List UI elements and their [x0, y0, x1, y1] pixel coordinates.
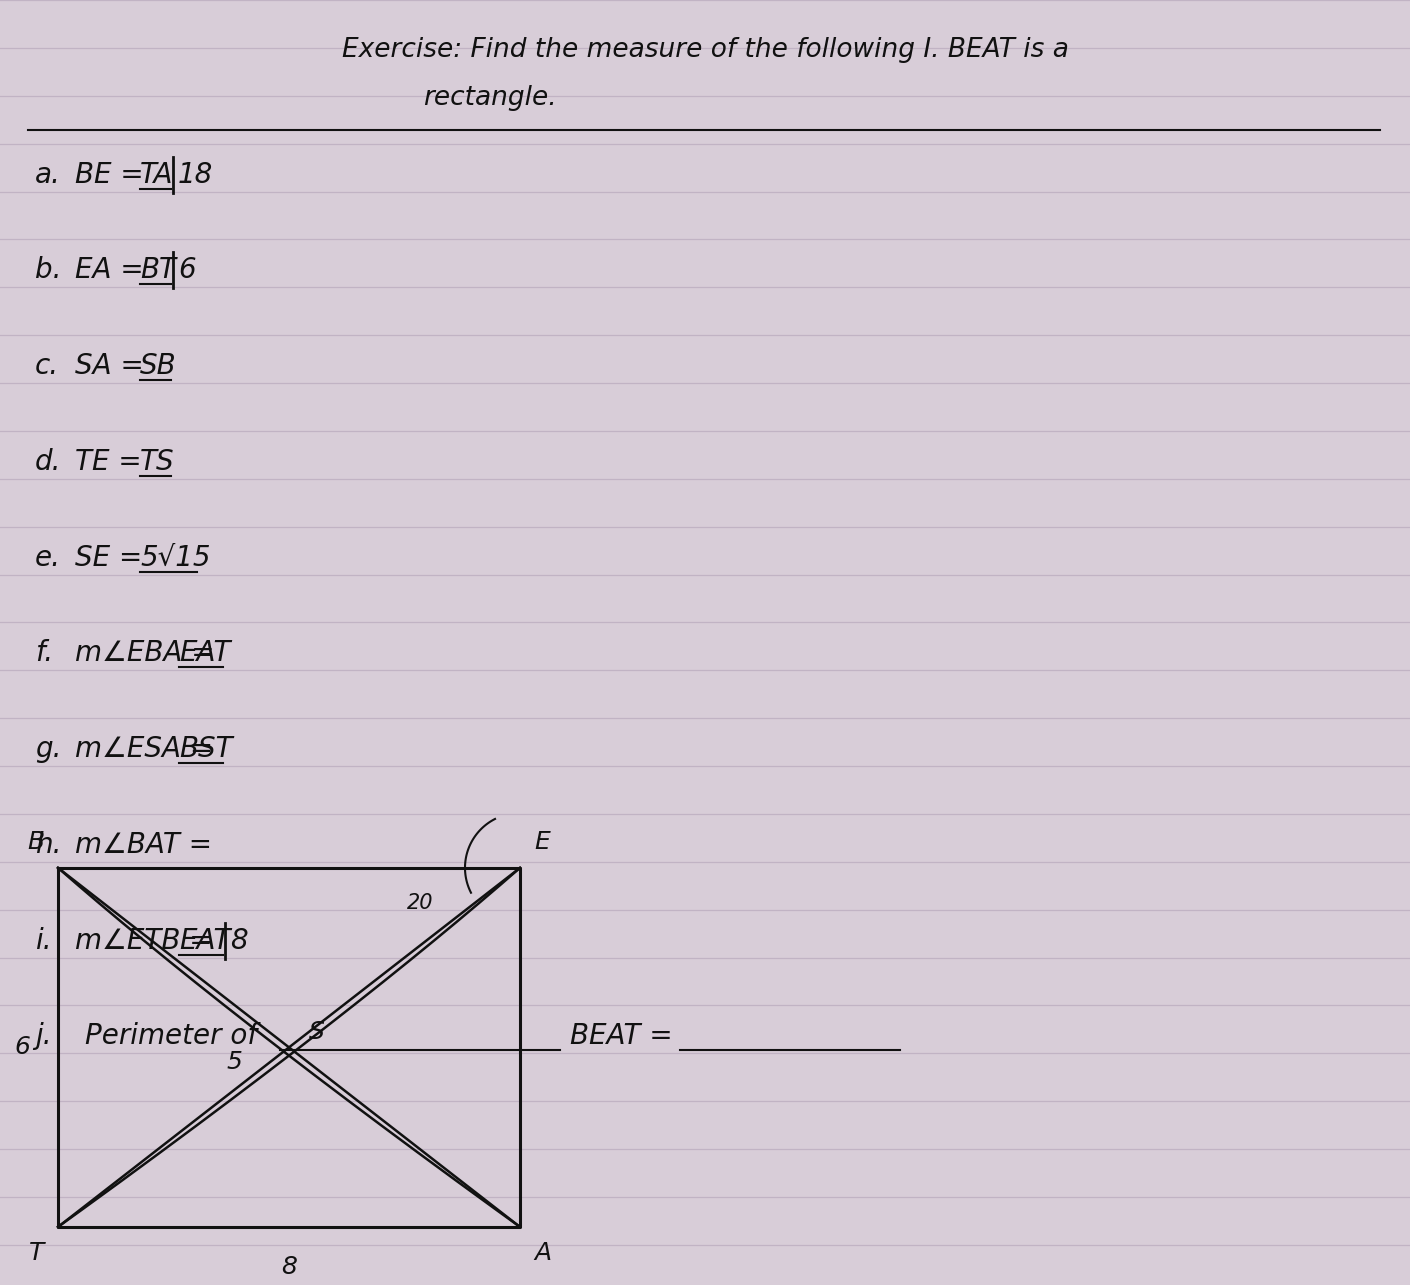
Text: 8: 8 [281, 1255, 298, 1279]
Text: m∠ETB =: m∠ETB = [75, 926, 221, 955]
Text: b.: b. [35, 256, 62, 284]
Text: EA =: EA = [75, 256, 152, 284]
Text: TS: TS [140, 448, 175, 475]
Text: SB: SB [140, 352, 176, 380]
Text: rectangle.: rectangle. [423, 85, 557, 111]
Text: EAT: EAT [179, 640, 230, 667]
Text: SA =: SA = [75, 352, 152, 380]
Text: 20: 20 [406, 893, 433, 912]
Text: TA: TA [140, 161, 173, 189]
Text: BE =: BE = [75, 161, 152, 189]
Text: 5√15: 5√15 [140, 544, 210, 572]
Text: 8: 8 [230, 926, 248, 955]
Text: 6: 6 [178, 256, 196, 284]
Text: Exercise: Find the measure of the following I. BEAT is a: Exercise: Find the measure of the follow… [341, 37, 1069, 63]
Text: EAT: EAT [179, 926, 230, 955]
Text: a.: a. [35, 161, 61, 189]
Text: BST: BST [179, 735, 233, 763]
Text: BEAT =: BEAT = [570, 1023, 673, 1050]
Text: T: T [28, 1241, 44, 1264]
Text: e.: e. [35, 544, 61, 572]
Text: h.: h. [35, 831, 62, 858]
Text: S: S [309, 1020, 324, 1045]
Text: 18: 18 [178, 161, 213, 189]
Text: i.: i. [35, 926, 52, 955]
Text: TE =: TE = [75, 448, 151, 475]
Text: 6: 6 [14, 1036, 30, 1059]
Text: m∠ESA =: m∠ESA = [75, 735, 221, 763]
Text: BT: BT [140, 256, 176, 284]
Text: SE =: SE = [75, 544, 151, 572]
Text: B: B [27, 830, 44, 853]
Text: c.: c. [35, 352, 59, 380]
Text: m∠EBA =: m∠EBA = [75, 640, 223, 667]
Text: m∠BAT =: m∠BAT = [75, 831, 221, 858]
Text: d.: d. [35, 448, 62, 475]
Text: A: A [534, 1241, 551, 1264]
Text: 5: 5 [226, 1050, 243, 1074]
Text: g.: g. [35, 735, 62, 763]
Text: j.: j. [35, 1023, 52, 1050]
Text: f.: f. [35, 640, 54, 667]
Text: Perimeter of: Perimeter of [85, 1023, 257, 1050]
Text: E: E [534, 830, 550, 853]
